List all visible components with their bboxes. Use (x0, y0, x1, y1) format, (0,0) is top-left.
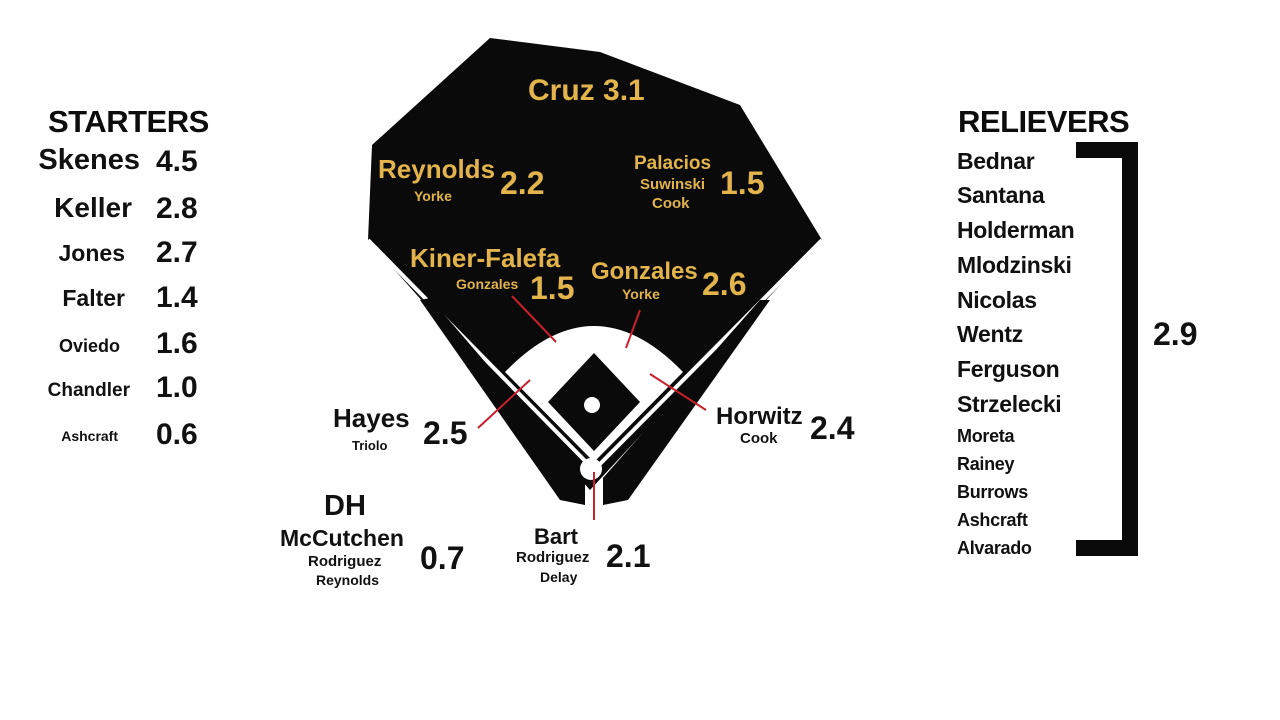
reliever-name: Rainey (957, 454, 1015, 474)
starter-war: 2.7 (156, 236, 198, 269)
rf-name: Suwinski (640, 176, 706, 193)
reliever-name: Strzelecki (957, 391, 1062, 417)
third-base-war: 2.5 (423, 415, 468, 451)
lf-name: Reynolds (378, 154, 496, 184)
reliever-name: Ashcraft (957, 510, 1028, 530)
first-base-name: Horwitz (716, 403, 803, 430)
left-foul-line (366, 238, 596, 472)
catcher-name: Bart (534, 524, 579, 549)
reliever-name: Moreta (957, 426, 1015, 446)
pointer-second-base (625, 309, 641, 349)
starter-name: Falter (62, 285, 125, 311)
second-base-war: 2.6 (702, 266, 747, 302)
rf-name: Cook (652, 195, 690, 212)
dh-war: 0.7 (420, 540, 465, 576)
starters-heading: STARTERS (48, 104, 209, 139)
lf-war: 2.2 (500, 165, 545, 201)
right-foul-line (592, 238, 824, 472)
starter-war: 2.8 (156, 192, 198, 225)
ss-backup: Gonzales (456, 276, 519, 292)
pointer-shortstop (511, 295, 557, 343)
first-base-backup: Cook (740, 430, 778, 447)
reliever-name: Nicolas (957, 287, 1037, 313)
cf-name: Cruz (528, 74, 595, 107)
home-plate-circle (580, 458, 602, 480)
dh-name: McCutchen (280, 525, 404, 551)
ss-war: 1.5 (530, 270, 575, 306)
starter-name: Skenes (38, 144, 140, 176)
starter-name: Jones (58, 240, 125, 266)
reliever-name: Mlodzinski (957, 252, 1072, 278)
catcher-backup: Delay (540, 569, 578, 585)
starter-war: 1.6 (156, 327, 198, 360)
rf-name: Palacios (634, 153, 712, 174)
catcher-war: 2.1 (606, 538, 651, 574)
second-base-backup: Yorke (622, 286, 660, 302)
reliever-name: Bednar (957, 148, 1035, 174)
cf-war: 3.1 (603, 74, 645, 107)
pointer-first-base (649, 373, 707, 411)
reliever-name: Wentz (957, 321, 1023, 347)
third-base-name: Hayes (333, 403, 410, 433)
reliever-name: Santana (957, 182, 1045, 208)
left-foul-strip (420, 298, 585, 505)
starter-war: 0.6 (156, 418, 198, 451)
starter-name: Ashcraft (61, 428, 118, 444)
third-base-backup: Triolo (352, 438, 388, 453)
reliever-name: Alvarado (957, 538, 1032, 558)
starter-name: Keller (54, 192, 132, 223)
lf-backup: Yorke (414, 188, 452, 204)
starter-name: Chandler (47, 380, 130, 401)
pitchers-mound (584, 397, 600, 413)
relievers-bracket (1076, 142, 1138, 556)
relievers-total-war: 2.9 (1153, 316, 1198, 352)
pointer-third-base (477, 379, 531, 429)
dh-backup: Rodriguez (308, 553, 382, 570)
reliever-name: Burrows (957, 482, 1028, 502)
ss-name: Kiner-Falefa (410, 243, 561, 273)
starter-war: 4.5 (156, 145, 198, 178)
starter-war: 1.4 (156, 281, 198, 314)
outfield-grass (368, 38, 822, 490)
starter-name: Oviedo (58, 336, 120, 356)
second-base-name: Gonzales (591, 258, 698, 285)
reliever-name: Ferguson (957, 356, 1060, 382)
right-foul-strip (603, 300, 770, 505)
reliever-name: Holderman (957, 217, 1075, 243)
dh-backup: Reynolds (316, 572, 380, 588)
first-base-war: 2.4 (810, 410, 855, 446)
catcher-backup: Rodriguez (516, 549, 590, 566)
dh-label: DH (324, 490, 366, 522)
relievers-heading: RELIEVERS (958, 104, 1130, 139)
rf-war: 1.5 (720, 165, 765, 201)
starter-war: 1.0 (156, 371, 198, 404)
